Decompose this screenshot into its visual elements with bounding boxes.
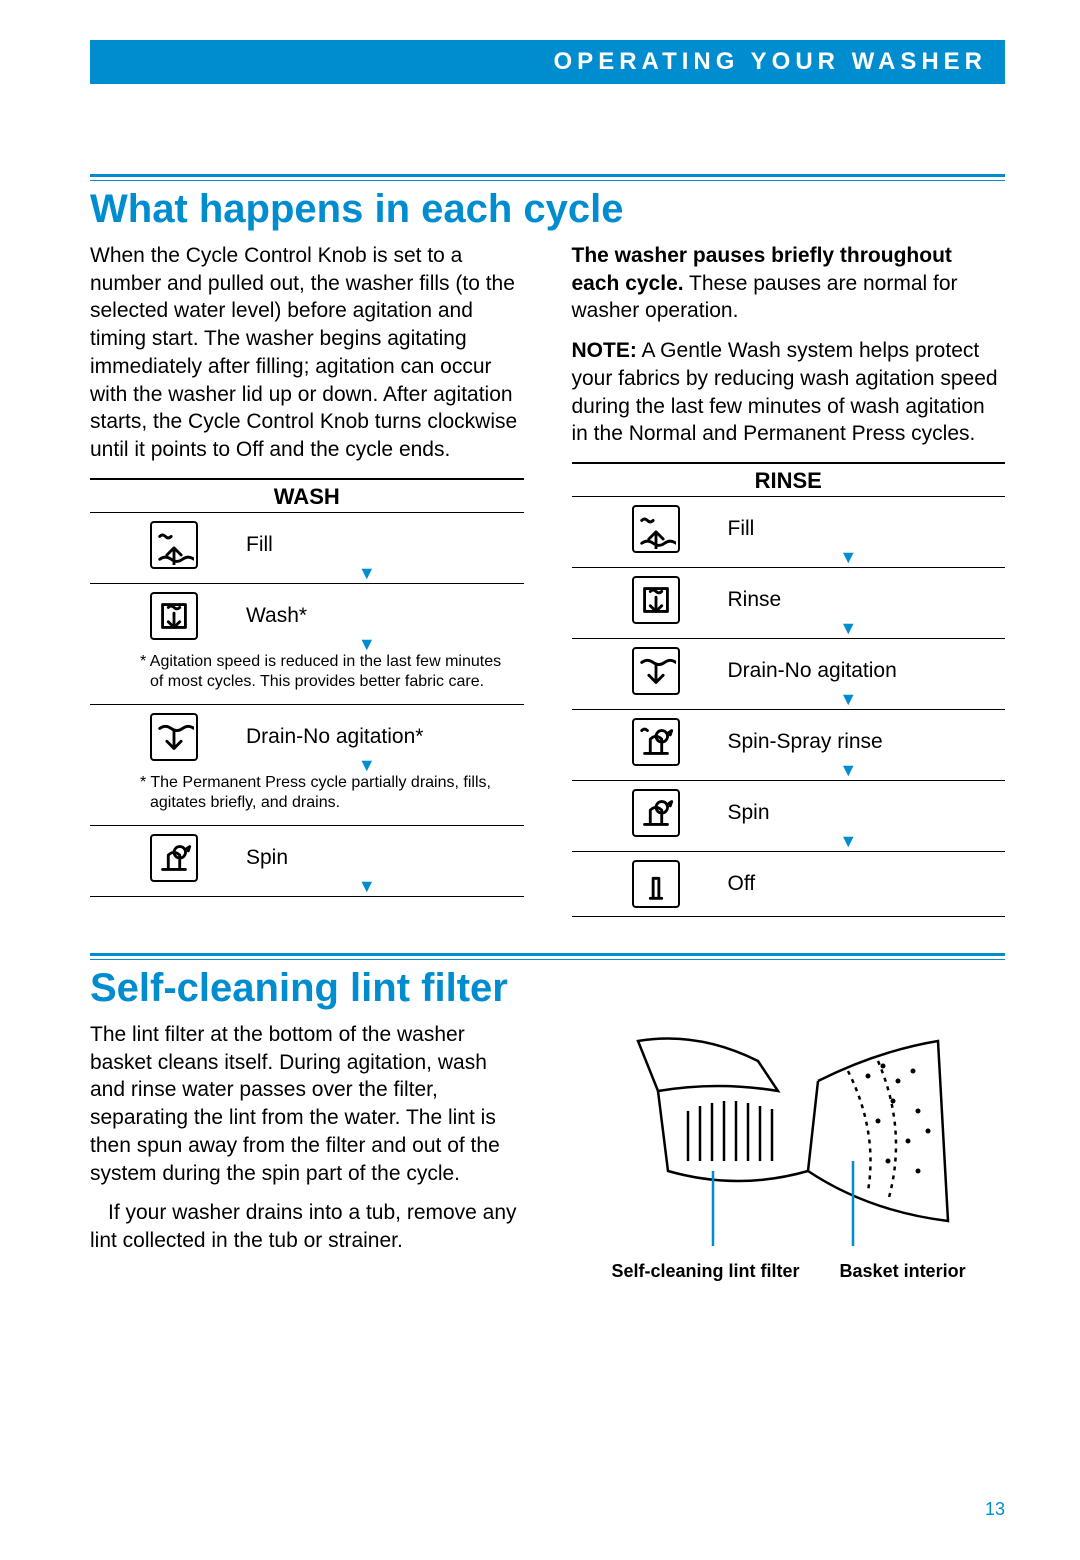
drain-icon <box>150 713 198 761</box>
section1-right-para2: NOTE: A Gentle Wash system helps protect… <box>572 337 1006 448</box>
fill-icon <box>150 521 198 569</box>
wash-footnote: * The Permanent Press cycle partially dr… <box>90 769 524 819</box>
down-arrow-icon: ▼ <box>90 761 524 769</box>
wash-step: Wash* ▼* Agitation speed is reduced in th… <box>90 584 524 705</box>
page-number: 13 <box>985 1499 1005 1520</box>
wash-table: WASH Fill▼Wash*▼* Agitation speed is red… <box>90 478 524 897</box>
fig-label-left: Self-cleaning lint filter <box>612 1261 800 1283</box>
wash-step-row: Wash* <box>90 590 524 642</box>
down-arrow-icon: ▼ <box>572 837 1006 845</box>
off-icon <box>632 860 680 908</box>
wash-step: Fill ▼ <box>90 513 524 584</box>
wash-icon <box>150 592 198 640</box>
section1-left-col: When the Cycle Control Knob is set to a … <box>90 242 524 917</box>
section1-columns: When the Cycle Control Knob is set to a … <box>90 242 1005 917</box>
down-arrow-icon: ▼ <box>572 553 1006 561</box>
wash-step: Drain-No agitation* ▼* The Permanent Pres… <box>90 705 524 826</box>
section-rule <box>90 174 1005 181</box>
section1-right-para1: The washer pauses briefly throughout eac… <box>572 242 1006 325</box>
header-bar: OPERATING YOUR WASHER <box>90 40 1005 84</box>
spinspray-icon <box>632 718 680 766</box>
rinse-step: Rinse ▼ <box>572 568 1006 639</box>
down-arrow-icon: ▼ <box>572 695 1006 703</box>
spin-icon <box>632 789 680 837</box>
rinse-step-row: Off <box>572 858 1006 910</box>
section1-heading: What happens in each cycle <box>90 187 1005 232</box>
wash-footnote: * Agitation speed is reduced in the last… <box>90 648 524 698</box>
section2-para1: The lint filter at the bottom of the was… <box>90 1021 524 1187</box>
section2-heading: Self-cleaning lint filter <box>90 966 1005 1011</box>
rinse-step-row: Spin <box>572 787 1006 839</box>
rinse-table-title: RINSE <box>572 464 1006 497</box>
rinse-step: Drain-No agitation ▼ <box>572 639 1006 710</box>
rinse-step: Fill ▼ <box>572 497 1006 568</box>
down-arrow-icon: ▼ <box>90 640 524 648</box>
section2-text: The lint filter at the bottom of the was… <box>90 1021 524 1283</box>
section2-rule <box>90 953 1005 960</box>
rinse-step-label: Drain-No agitation <box>698 659 1006 683</box>
lint-filter-illustration <box>618 1021 958 1251</box>
wash-step-label: Drain-No agitation* <box>216 725 524 749</box>
rinse-step-label: Rinse <box>698 588 1006 612</box>
wash-step-label: Wash* <box>216 604 524 628</box>
wash-step-row: Drain-No agitation* <box>90 711 524 763</box>
fig-label-right: Basket interior <box>840 1261 966 1283</box>
fill-icon <box>632 505 680 553</box>
rinse-step-label: Spin <box>698 801 1006 825</box>
section2-figure: Self-cleaning lint filter Basket interio… <box>572 1021 1006 1283</box>
rinse-step-row: Rinse <box>572 574 1006 626</box>
down-arrow-icon: ▼ <box>572 766 1006 774</box>
section1-right-col: The washer pauses briefly throughout eac… <box>572 242 1006 917</box>
drain-icon <box>632 647 680 695</box>
wash-table-title: WASH <box>90 480 524 513</box>
section1-left-para: When the Cycle Control Knob is set to a … <box>90 242 524 464</box>
rinse-table: RINSE Fill▼Rinse▼Drain-No agitation▼Spin… <box>572 462 1006 917</box>
rinse-step: Spin-Spray rinse ▼ <box>572 710 1006 781</box>
rinse-steps-container: Fill▼Rinse▼Drain-No agitation▼Spin-Spray… <box>572 497 1006 917</box>
rinse-step-label: Spin-Spray rinse <box>698 730 1006 754</box>
rinse-step-row: Spin-Spray rinse <box>572 716 1006 768</box>
wash-step-row: Fill <box>90 519 524 571</box>
section2-row: The lint filter at the bottom of the was… <box>90 1021 1005 1283</box>
wash-icon <box>632 576 680 624</box>
section2-para2: If your washer drains into a tub, remove… <box>90 1199 524 1254</box>
rinse-step: Spin ▼ <box>572 781 1006 852</box>
figure-labels: Self-cleaning lint filter Basket interio… <box>572 1261 1006 1283</box>
wash-step-label: Fill <box>216 533 524 557</box>
wash-step-row: Spin <box>90 832 524 884</box>
down-arrow-icon: ▼ <box>90 882 524 890</box>
wash-step: Spin ▼ <box>90 826 524 897</box>
down-arrow-icon: ▼ <box>90 569 524 577</box>
section2: Self-cleaning lint filter The lint filte… <box>90 953 1005 1283</box>
wash-step-label: Spin <box>216 846 524 870</box>
rinse-step: Off <box>572 852 1006 917</box>
rinse-step-row: Drain-No agitation <box>572 645 1006 697</box>
rinse-step-label: Off <box>698 872 1006 896</box>
header-title: OPERATING YOUR WASHER <box>554 48 987 75</box>
wash-steps-container: Fill▼Wash*▼* Agitation speed is reduced … <box>90 513 524 897</box>
spin-icon <box>150 834 198 882</box>
right-para2-bold: NOTE: <box>572 339 637 362</box>
down-arrow-icon: ▼ <box>572 624 1006 632</box>
rinse-step-row: Fill <box>572 503 1006 555</box>
rinse-step-label: Fill <box>698 517 1006 541</box>
